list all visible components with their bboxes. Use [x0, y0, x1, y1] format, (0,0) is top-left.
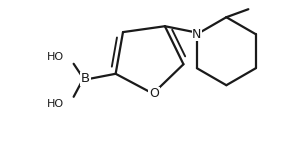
- Text: HO: HO: [47, 52, 64, 62]
- Text: N: N: [192, 28, 202, 41]
- Text: O: O: [149, 87, 159, 100]
- Text: B: B: [81, 72, 90, 85]
- Text: HO: HO: [47, 99, 64, 109]
